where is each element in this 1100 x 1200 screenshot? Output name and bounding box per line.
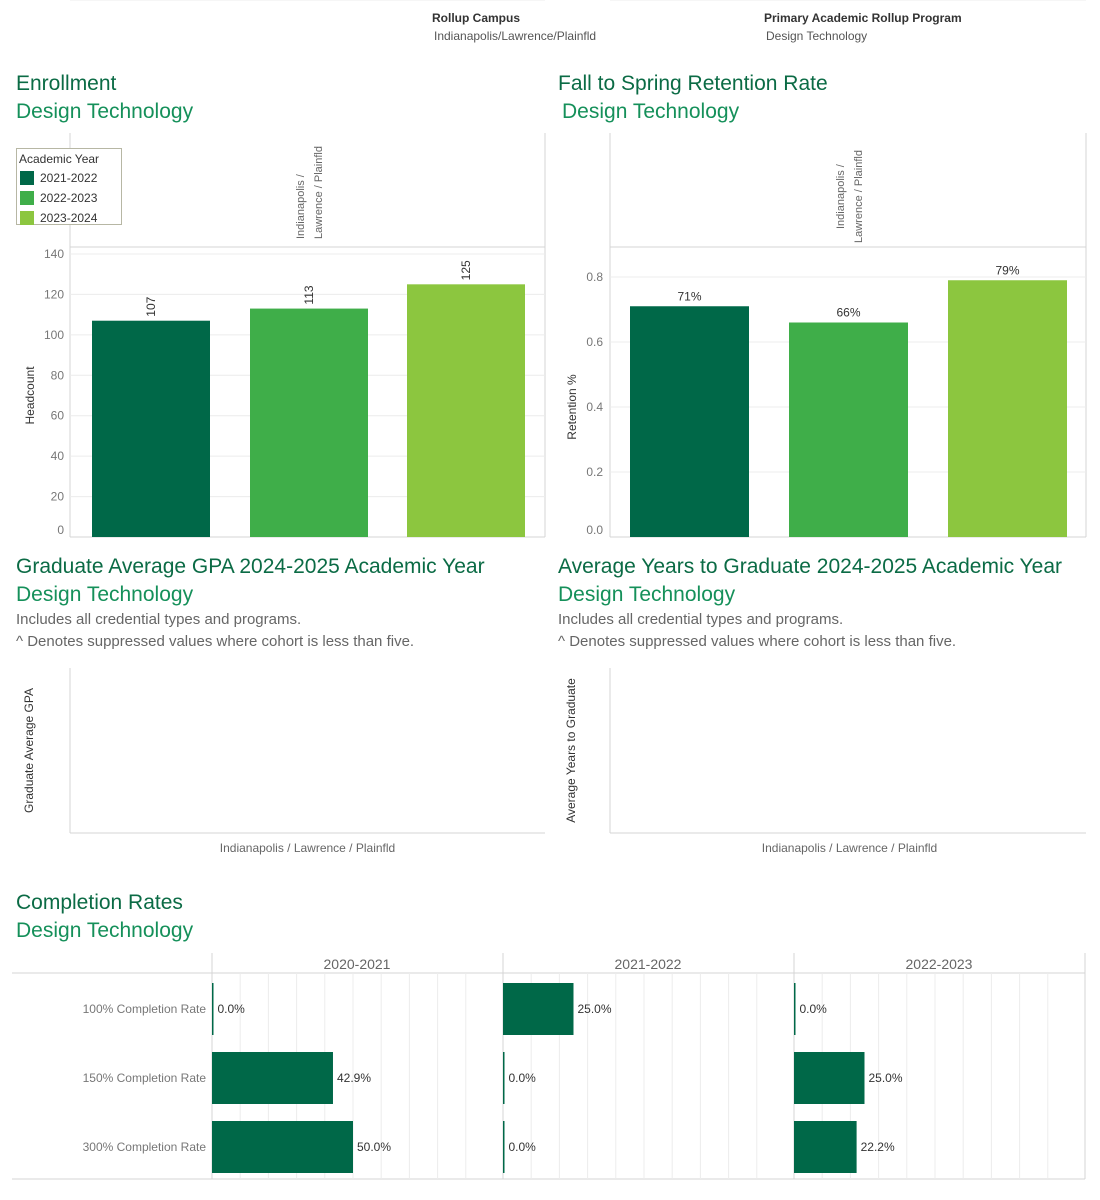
campus-filter-label: Rollup Campus [432, 11, 521, 25]
gpa-note-suppressed: ^ Denotes suppressed values where cohort… [16, 633, 415, 650]
completion-data-label: 42.9% [337, 1071, 371, 1085]
completion-column-header: 2022-2023 [906, 956, 973, 972]
years-y-tick-label: 1 [595, 0, 602, 3]
years-note-credentials: Includes all credential types and progra… [558, 611, 844, 628]
completion-bar [503, 1052, 505, 1104]
retention-y-tick-label: 0.6 [586, 335, 603, 349]
gpa-y-tick-label: 2 [53, 0, 60, 3]
legend-title: Academic Year [19, 152, 100, 166]
gpa-category-label: Indianapolis / Lawrence / Plainfld [220, 841, 395, 855]
years-data-label: 2.7 [841, 0, 858, 3]
campus-filter-value[interactable]: Indianapolis/Lawrence/Plainfld [434, 29, 597, 43]
completion-subtitle: Design Technology [16, 919, 194, 942]
legend-item-2021-2022[interactable]: 2021-2022 [20, 170, 97, 186]
enrollment-y-tick-label: 100 [44, 328, 64, 342]
legend-label: 2021-2022 [40, 171, 98, 185]
legend-item-2022-2023[interactable]: 2022-2023 [20, 190, 97, 206]
completion-column-header: 2021-2022 [615, 956, 682, 972]
academic-year-legend: Academic Year 2021-2022 2022-2023 2023-2… [16, 148, 122, 225]
completion-data-label: 50.0% [357, 1140, 391, 1154]
completion-bar [794, 983, 796, 1035]
enrollment-data-label: 113 [302, 285, 316, 304]
enrollment-bar-2023-2024 [407, 284, 525, 537]
gpa-data-label: 3.37 [296, 0, 320, 3]
legend-swatch [20, 211, 34, 225]
years-title: Average Years to Graduate 2024-2025 Acad… [558, 555, 1062, 578]
legend-item-2023-2024[interactable]: 2023-2024 [20, 210, 97, 226]
completion-data-label: 25.0% [578, 1002, 612, 1016]
gpa-note-credentials: Includes all credential types and progra… [16, 611, 302, 628]
years-y-tick-label: 2 [595, 0, 602, 3]
gpa-subtitle: Design Technology [16, 583, 194, 606]
retention-bar-2021-2022 [630, 306, 749, 537]
completion-data-label: 0.0% [800, 1002, 828, 1016]
completion-data-label: 0.0% [509, 1071, 537, 1085]
enrollment-y-axis-label: Headcount [23, 366, 37, 425]
retention-data-label: 79% [995, 263, 1019, 277]
gpa-title: Graduate Average GPA 2024-2025 Academic … [16, 555, 485, 578]
legend-swatch [20, 191, 34, 205]
legend-swatch [20, 171, 34, 185]
program-filter-label: Primary Academic Rollup Program [764, 11, 962, 25]
completion-data-label: 0.0% [509, 1140, 537, 1154]
completion-bar [212, 983, 214, 1035]
enrollment-data-label: 125 [459, 260, 473, 280]
completion-bar [212, 1121, 353, 1173]
enrollment-y-tick-label: 40 [51, 449, 65, 463]
retention-bar-2023-2024 [948, 280, 1067, 537]
enrollment-y-tick-label: 60 [51, 409, 65, 423]
enrollment-y-tick-label: 0 [57, 523, 64, 537]
completion-bar [794, 1052, 865, 1104]
enrollment-header-line1: Indianapolis / [295, 173, 307, 239]
years-y-tick-label: 0 [595, 0, 602, 3]
years-y-axis-label: Average Years to Graduate [564, 678, 578, 823]
completion-bar [212, 1052, 333, 1104]
enrollment-bar-2021-2022 [92, 320, 210, 537]
completion-row-label: 300% Completion Rate [83, 1140, 207, 1154]
enrollment-y-tick-label: 80 [51, 368, 65, 382]
retention-y-tick-label: 0.8 [586, 270, 603, 284]
completion-column-header: 2020-2021 [324, 956, 391, 972]
retention-y-tick-label: 0.0 [586, 523, 603, 537]
completion-bar [794, 1121, 857, 1173]
program-filter-value[interactable]: Design Technology [766, 29, 868, 43]
legend-label: 2023-2024 [40, 211, 98, 225]
enrollment-y-tick-label: 120 [44, 287, 64, 301]
years-subtitle: Design Technology [558, 583, 736, 606]
enrollment-subtitle: Design Technology [16, 100, 194, 123]
gpa-y-tick-label: 3 [53, 0, 60, 3]
completion-title: Completion Rates [16, 891, 183, 914]
enrollment-bar-2022-2023 [250, 308, 368, 537]
retention-data-label: 71% [677, 289, 701, 303]
enrollment-title: Enrollment [16, 72, 117, 95]
legend-label: 2022-2023 [40, 191, 98, 205]
enrollment-y-tick-label: 20 [51, 490, 65, 504]
gpa-y-axis-label: Graduate Average GPA [22, 688, 36, 813]
completion-row-label: 100% Completion Rate [83, 1002, 207, 1016]
retention-header-line1: Indianapolis / [835, 163, 847, 229]
retention-y-axis-label: Retention % [565, 374, 579, 440]
completion-bar [503, 1121, 505, 1173]
years-note-suppressed: ^ Denotes suppressed values where cohort… [558, 633, 957, 650]
years-y-tick-label: 3 [595, 0, 602, 3]
completion-data-label: 25.0% [869, 1071, 903, 1085]
completion-bar [503, 983, 574, 1035]
retention-header-line2: Lawrence / Plainfld [853, 150, 865, 243]
completion-row-label: 150% Completion Rate [83, 1071, 207, 1085]
retention-y-tick-label: 0.2 [586, 465, 603, 479]
retention-bar-2022-2023 [789, 322, 908, 537]
gpa-y-tick-label: 1 [53, 0, 60, 3]
enrollment-y-tick-label: 140 [44, 247, 64, 261]
completion-data-label: 0.0% [218, 1002, 246, 1016]
completion-data-label: 22.2% [861, 1140, 895, 1154]
retention-title: Fall to Spring Retention Rate [558, 72, 828, 95]
gpa-y-tick-label: 0 [53, 0, 60, 3]
retention-subtitle: Design Technology [562, 100, 740, 123]
enrollment-data-label: 107 [144, 296, 158, 316]
retention-data-label: 66% [836, 306, 860, 320]
retention-y-tick-label: 0.4 [586, 400, 603, 414]
years-category-label: Indianapolis / Lawrence / Plainfld [762, 841, 937, 855]
enrollment-header-line2: Lawrence / Plainfld [313, 146, 325, 239]
